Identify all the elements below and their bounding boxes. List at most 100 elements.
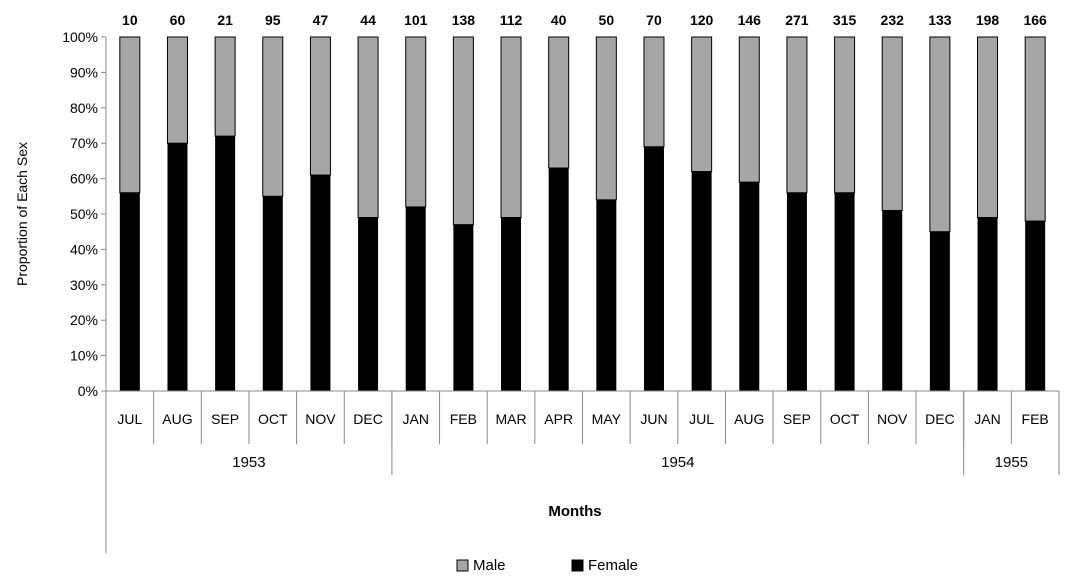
bar-male xyxy=(166,36,188,144)
y-tick-label: 90% xyxy=(70,64,98,80)
y-tick-label: 10% xyxy=(70,348,98,364)
month-label: SEP xyxy=(211,411,239,427)
bar-male xyxy=(738,36,760,183)
bars xyxy=(119,36,1046,391)
y-tick-label: 50% xyxy=(70,206,98,222)
count-label: 47 xyxy=(313,12,329,28)
month-label: MAY xyxy=(592,411,622,427)
count-label: 120 xyxy=(690,12,714,28)
y-tick-label: 0% xyxy=(78,383,98,399)
bar-female xyxy=(215,136,236,391)
y-tick-label: 100% xyxy=(62,29,98,45)
bar-female xyxy=(977,217,998,391)
month-label: NOV xyxy=(877,411,908,427)
bar-male xyxy=(119,36,141,194)
count-label: 101 xyxy=(404,12,428,28)
bar-female xyxy=(834,192,855,391)
count-label: 60 xyxy=(170,12,186,28)
bar-female xyxy=(1025,221,1046,391)
bar-female xyxy=(929,231,950,391)
year-label: 1954 xyxy=(661,454,694,471)
count-label: 95 xyxy=(265,12,281,28)
bar-male xyxy=(309,36,331,176)
bar-male xyxy=(643,36,665,148)
legend-label-female: Female xyxy=(588,557,638,574)
y-tick-label: 80% xyxy=(70,100,98,116)
month-label: AUG xyxy=(734,411,764,427)
bar-female xyxy=(501,217,522,391)
month-label: MAR xyxy=(495,411,526,427)
bar-male xyxy=(595,36,617,201)
bar-male xyxy=(834,36,856,194)
bar-male xyxy=(548,36,570,169)
bar-female xyxy=(405,206,426,391)
y-tick-label: 30% xyxy=(70,277,98,293)
bar-female xyxy=(548,167,569,391)
bar-female xyxy=(262,196,283,391)
bar-female xyxy=(453,224,474,391)
year-label: 1953 xyxy=(232,454,265,471)
count-label: 40 xyxy=(551,12,567,28)
bar-male xyxy=(452,36,474,226)
month-label: APR xyxy=(544,411,573,427)
count-labels: 10 60 21 95 47 44 101 138 112 40 50 70 120 146 271 315 2… xyxy=(122,12,1047,28)
legend-swatch-female xyxy=(571,559,584,572)
bar-male xyxy=(929,36,951,233)
bar-female xyxy=(596,199,617,391)
bar-female xyxy=(643,146,664,391)
month-label: NOV xyxy=(305,411,336,427)
bar-male xyxy=(500,36,522,219)
y-tick-label: 70% xyxy=(70,135,98,151)
bar-female xyxy=(882,210,903,391)
bar-male xyxy=(881,36,903,211)
legend-swatch-male xyxy=(456,559,469,572)
month-label: JUL xyxy=(689,411,714,427)
bar-male xyxy=(262,36,284,197)
month-label: JUL xyxy=(117,411,142,427)
count-label: 271 xyxy=(785,12,809,28)
month-label: OCT xyxy=(258,411,288,427)
bar-female xyxy=(119,192,140,391)
bar-female xyxy=(310,175,331,391)
legend: Male Female xyxy=(456,557,638,574)
bar-male xyxy=(786,36,808,194)
month-label: FEB xyxy=(1022,411,1049,427)
count-label: 133 xyxy=(928,12,952,28)
month-label: JAN xyxy=(402,411,428,427)
bar-male xyxy=(691,36,713,173)
x-axis-title: Months xyxy=(548,503,601,520)
count-label: 146 xyxy=(738,12,762,28)
y-tick-label: 40% xyxy=(70,241,98,257)
year-label: 1955 xyxy=(995,454,1028,471)
month-label: SEP xyxy=(783,411,811,427)
month-label: DEC xyxy=(925,411,955,427)
y-axis: 0% 10% 20% 30% 40% 50% 60% 70% 80% 90% 100% xyxy=(62,29,107,399)
count-label: 10 xyxy=(122,12,138,28)
y-tick-label: 60% xyxy=(70,171,98,187)
count-label: 138 xyxy=(452,12,476,28)
bar-female xyxy=(691,171,712,391)
count-label: 198 xyxy=(976,12,1000,28)
month-label: JUN xyxy=(640,411,667,427)
bar-male xyxy=(214,36,236,137)
y-axis-title: Proportion of Each Sex xyxy=(14,142,30,286)
count-label: 232 xyxy=(881,12,905,28)
bar-male xyxy=(1024,36,1046,222)
count-label: 315 xyxy=(833,12,857,28)
month-label: AUG xyxy=(162,411,192,427)
bar-male xyxy=(977,36,999,219)
count-label: 21 xyxy=(217,12,233,28)
count-label: 44 xyxy=(360,12,376,28)
bar-female xyxy=(358,217,379,391)
x-axis: JUL AUG SEP OCT NOV DEC JAN FEB MAR APR MAY JUN JUL A… xyxy=(105,390,1060,553)
legend-label-male: Male xyxy=(473,557,506,574)
y-tick-label: 20% xyxy=(70,312,98,328)
bar-female xyxy=(739,182,760,391)
bar-male xyxy=(405,36,427,208)
bar-female xyxy=(167,143,188,391)
count-label: 50 xyxy=(599,12,615,28)
bar-female xyxy=(786,192,807,391)
count-label: 70 xyxy=(646,12,662,28)
month-label: JAN xyxy=(974,411,1000,427)
